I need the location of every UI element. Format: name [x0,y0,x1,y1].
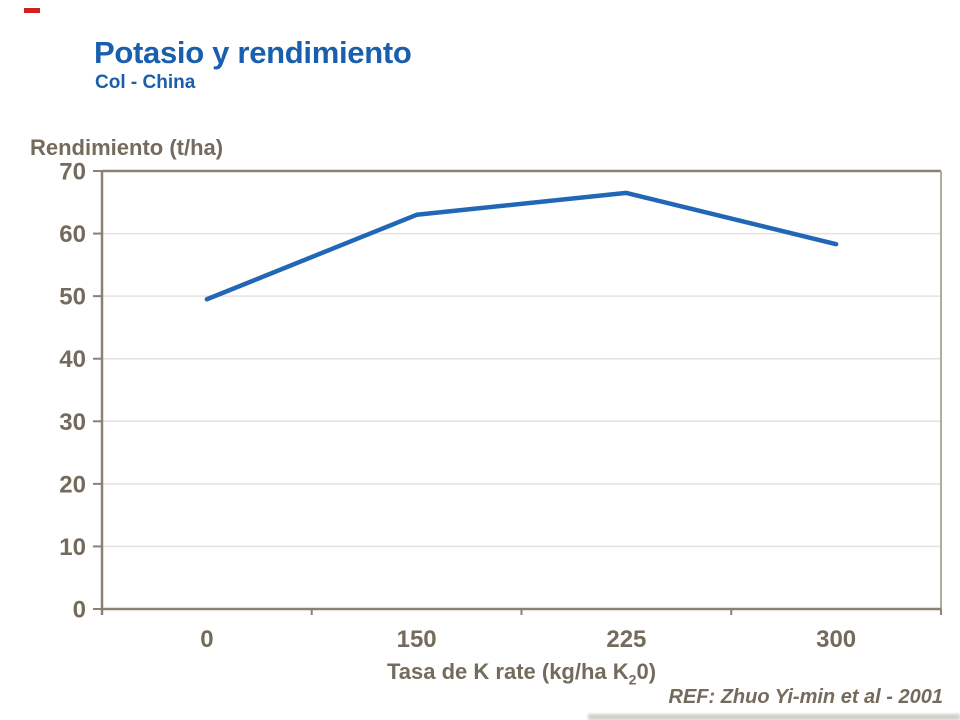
y-tick-label: 50 [59,284,86,311]
y-tick-label: 10 [59,534,86,561]
x-tick-label: 225 [606,626,646,653]
data-series-line [204,190,839,302]
x-tick-label: 0 [200,626,213,653]
reference-note: REF: Zhuo Yi-min et al - 2001 [668,686,944,708]
y-tick-label: 30 [59,409,86,436]
chart-subtitle: Col - China [95,72,196,93]
x-tick-label: 300 [816,626,856,653]
x-tick-label: 150 [397,626,437,653]
y-tick-label: 40 [59,346,86,373]
red-accent-dash [24,8,40,13]
y-tick-label: 0 [73,597,86,624]
y-tick-label: 60 [59,221,86,248]
bottom-edge-shadow [588,714,960,720]
x-axis-title-suffix: 0) [636,659,657,684]
x-axis-title-text: Tasa de K rate (kg/ha K [386,659,629,684]
chart-title: Potasio y rendimiento [94,35,412,70]
y-axis-title: Rendimiento (t/ha) [30,135,224,160]
y-tick-label: 20 [59,471,86,498]
y-tick-label: 70 [59,159,86,186]
x-axis-title-subscript: 2 [628,671,637,688]
x-axis-title: Tasa de K rate (kg/ha K20) [102,659,941,687]
